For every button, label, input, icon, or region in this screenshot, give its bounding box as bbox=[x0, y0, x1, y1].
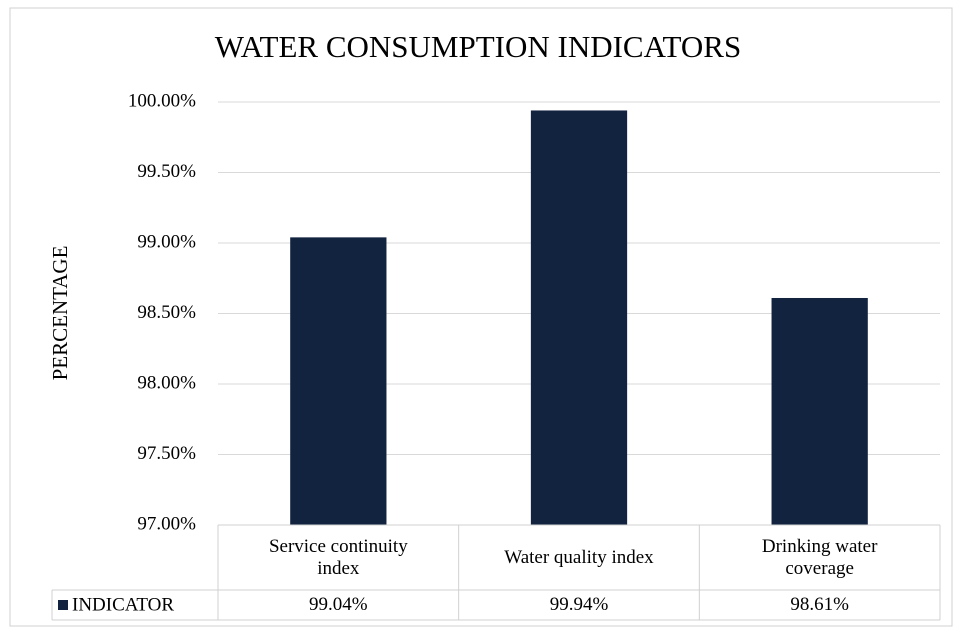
x-tick-label: Service continuity index bbox=[268, 535, 408, 579]
table-value: 99.04% bbox=[309, 594, 368, 615]
bar bbox=[290, 237, 387, 526]
table-value: 99.94% bbox=[549, 594, 609, 615]
x-tick-label: Drinking water coverage bbox=[761, 535, 878, 579]
bar bbox=[530, 110, 628, 526]
x-tick-label: Water quality index bbox=[504, 546, 654, 568]
y-tick-label: 97.50% bbox=[137, 443, 196, 464]
y-tick-label: 99.00% bbox=[137, 231, 196, 252]
table-value: 98.61% bbox=[790, 594, 849, 615]
legend-swatch bbox=[58, 600, 68, 610]
y-tick-label: 100.00% bbox=[128, 90, 196, 111]
y-tick-label: 97.00% bbox=[137, 513, 196, 534]
y-tick-label: 99.50% bbox=[137, 161, 196, 182]
y-tick-label: 98.50% bbox=[137, 302, 196, 323]
y-axis-label: PERCENTAGE bbox=[48, 246, 72, 381]
chart-title: WATER CONSUMPTION INDICATORS bbox=[215, 29, 741, 64]
y-tick-label: 98.00% bbox=[137, 372, 196, 393]
legend-label: INDICATOR bbox=[72, 594, 174, 615]
bar bbox=[771, 297, 868, 525]
